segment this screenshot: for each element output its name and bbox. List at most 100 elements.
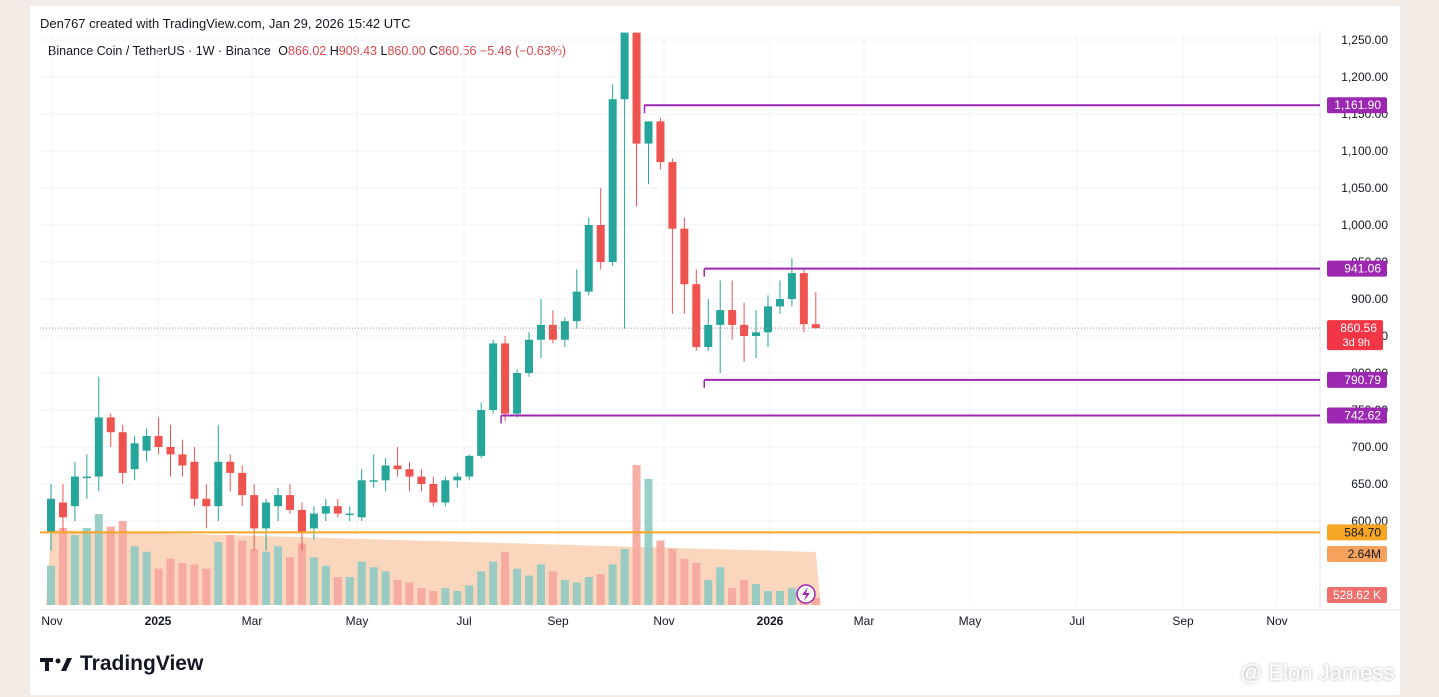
candle-body [393, 465, 402, 470]
symbol-name: Binance Coin / TetherUS · 1W · Binance [48, 44, 271, 58]
volume-bar [333, 577, 342, 605]
y-tick-label: 1,000.00 [1341, 218, 1388, 232]
x-tick-label: Jul [1069, 614, 1084, 628]
candle-body [130, 443, 139, 470]
volume-bar [429, 591, 438, 605]
volume-bar [47, 565, 55, 605]
candle-body [740, 324, 749, 336]
candle-body [58, 502, 67, 518]
candle-body [775, 299, 784, 307]
candle-body [154, 435, 163, 447]
volume-bar [704, 579, 713, 605]
candle-body [644, 121, 653, 144]
volume-bar [548, 571, 557, 605]
volume-bar [811, 598, 820, 605]
volume-bar [381, 571, 390, 605]
ma-price-badge: 584.70 [1344, 525, 1381, 539]
volume-bar [142, 551, 151, 605]
volume-bar [441, 588, 450, 605]
volume-bar [716, 567, 725, 605]
candle-body [465, 455, 474, 477]
volume-bar [118, 521, 127, 605]
volume-bar [405, 582, 414, 605]
candle-body [417, 476, 426, 484]
volume-bar [477, 571, 486, 605]
volume-bar [214, 542, 223, 605]
low-value: 860.00 [387, 44, 426, 58]
volume-bar [190, 564, 199, 605]
x-tick-label: 2026 [757, 614, 784, 628]
level-price-badge: 742.62 [1344, 408, 1381, 422]
candle-body [704, 324, 713, 348]
candle-body [716, 310, 725, 325]
candle-body [764, 306, 772, 333]
volume-bar [692, 563, 701, 605]
x-tick-label: Mar [854, 614, 875, 628]
high-value: 909.43 [338, 44, 377, 58]
volume-bar [572, 582, 581, 605]
candle-body [381, 465, 390, 481]
volume-badge-bg [1327, 546, 1387, 562]
candle-body [47, 498, 55, 533]
volume-ma-badge: 528.62 K [1333, 588, 1381, 602]
candle-body [297, 509, 306, 533]
volume-bar [596, 574, 605, 605]
candle-body [429, 484, 438, 503]
lightning-icon-bolt [802, 587, 810, 601]
tradingview-logo[interactable]: TradingView [40, 652, 203, 676]
close-value: 860.56 [438, 44, 477, 58]
candle-body [274, 495, 283, 507]
y-tick-label: 1,250.00 [1341, 33, 1388, 47]
volume-bar [238, 540, 247, 605]
candle-body [501, 343, 510, 414]
candle-body [333, 506, 342, 514]
candle-body [142, 435, 151, 451]
volume-bar [644, 479, 653, 605]
volume-bar [262, 551, 271, 605]
x-tick-label: Sep [547, 614, 569, 628]
candle-body [178, 454, 187, 466]
volume-bar [393, 579, 402, 605]
candle-body [238, 472, 247, 496]
candle-body [405, 469, 414, 477]
candle-body [118, 432, 127, 473]
candle-body [584, 225, 593, 292]
volume-bar [608, 564, 617, 605]
volume-bar [166, 558, 175, 605]
volume-bar [728, 588, 737, 605]
level-price-badge: 941.06 [1344, 262, 1381, 276]
volume-bar [525, 575, 533, 605]
level-price-badge-bg [1327, 260, 1387, 277]
candle-body [548, 324, 557, 340]
x-tick-label: May [959, 614, 982, 628]
volume-bar [82, 528, 91, 605]
candle-body [94, 417, 103, 477]
volume-bar [130, 546, 139, 605]
volume-bar [106, 526, 115, 605]
y-tick-label: 900.00 [1351, 292, 1388, 306]
level-price-badge-bg [1327, 407, 1387, 424]
candle-body [226, 461, 235, 473]
y-tick-label: 1,050.00 [1341, 181, 1388, 195]
volume-bar [417, 588, 426, 605]
x-tick-label: Nov [1266, 614, 1287, 628]
x-tick-label: 2025 [145, 614, 172, 628]
x-tick-label: May [346, 614, 369, 628]
candle-body [787, 273, 796, 299]
candle-body [106, 417, 115, 433]
y-tick-label: 1,200.00 [1341, 70, 1388, 84]
x-tick-label: Jul [456, 614, 471, 628]
candle-body [811, 324, 820, 329]
candle-body [596, 225, 605, 262]
volume-bar [764, 591, 772, 605]
candle-body [190, 461, 199, 499]
volume-bar [202, 568, 211, 605]
candle-body [668, 162, 677, 229]
volume-bar [775, 591, 784, 605]
ma-price-badge-bg [1327, 524, 1387, 541]
candle-body [620, 32, 629, 100]
candle-body [489, 343, 498, 410]
x-tick-label: Mar [242, 614, 263, 628]
candle-body [536, 324, 545, 340]
